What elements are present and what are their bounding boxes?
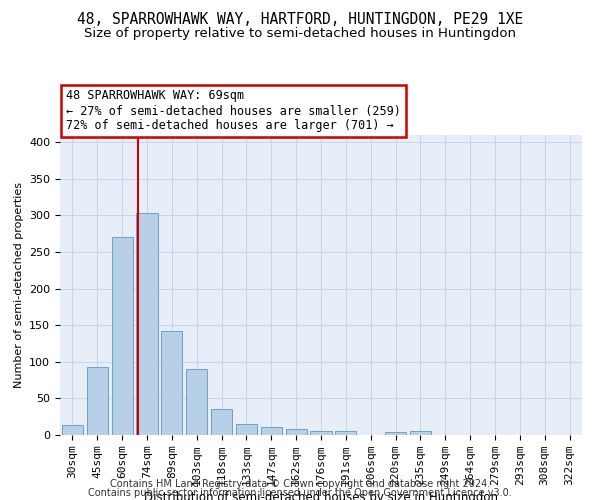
Bar bbox=[211, 410, 232, 435]
Bar bbox=[261, 427, 282, 435]
Bar bbox=[236, 424, 257, 435]
Bar bbox=[186, 369, 207, 435]
Bar bbox=[87, 367, 108, 435]
Bar bbox=[385, 432, 406, 435]
Text: Contains public sector information licensed under the Open Government Licence v3: Contains public sector information licen… bbox=[88, 488, 512, 498]
Bar bbox=[161, 331, 182, 435]
Bar bbox=[136, 212, 158, 435]
Bar bbox=[410, 432, 431, 435]
Text: Contains HM Land Registry data © Crown copyright and database right 2024.: Contains HM Land Registry data © Crown c… bbox=[110, 479, 490, 489]
Text: 48 SPARROWHAWK WAY: 69sqm
← 27% of semi-detached houses are smaller (259)
72% of: 48 SPARROWHAWK WAY: 69sqm ← 27% of semi-… bbox=[66, 90, 401, 132]
Bar bbox=[112, 238, 133, 435]
Text: 48, SPARROWHAWK WAY, HARTFORD, HUNTINGDON, PE29 1XE: 48, SPARROWHAWK WAY, HARTFORD, HUNTINGDO… bbox=[77, 12, 523, 28]
X-axis label: Distribution of semi-detached houses by size in Huntingdon: Distribution of semi-detached houses by … bbox=[144, 491, 498, 500]
Bar bbox=[310, 430, 332, 435]
Bar bbox=[335, 432, 356, 435]
Y-axis label: Number of semi-detached properties: Number of semi-detached properties bbox=[14, 182, 23, 388]
Text: Size of property relative to semi-detached houses in Huntingdon: Size of property relative to semi-detach… bbox=[84, 28, 516, 40]
Bar bbox=[62, 425, 83, 435]
Bar bbox=[286, 429, 307, 435]
